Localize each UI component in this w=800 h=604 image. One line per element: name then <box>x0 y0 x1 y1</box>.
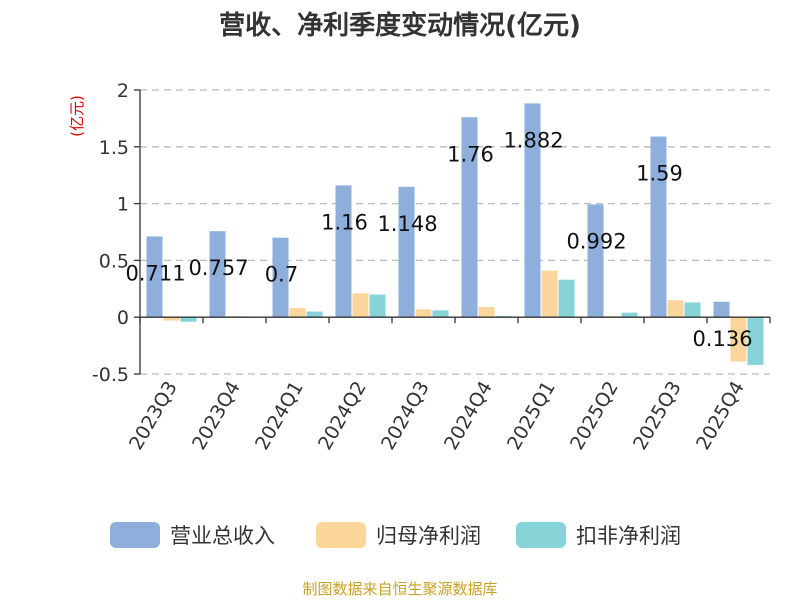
bar-1-2025Q3 <box>650 136 667 318</box>
y-tick-label: 2 <box>117 80 129 102</box>
legend-swatch <box>110 522 160 548</box>
data-label: 1.882 <box>503 128 563 152</box>
x-tick-label: 2024Q3 <box>377 378 434 454</box>
y-tick-label: 1 <box>117 194 129 216</box>
legend-label: 扣非净利润 <box>576 524 681 548</box>
legend-label: 营业总收入 <box>170 524 275 548</box>
data-label: 0.136 <box>692 327 752 351</box>
y-tick-label: 1.5 <box>99 137 129 159</box>
data-label: 0.992 <box>566 230 626 254</box>
grid-lines <box>140 89 770 375</box>
bar-3-2024Q1 <box>306 311 323 318</box>
data-label: 1.76 <box>447 142 494 166</box>
bar-3-2025Q4 <box>747 317 764 365</box>
y-tick-label: -0.5 <box>92 364 129 386</box>
bar-2-2025Q1 <box>541 270 558 318</box>
bar-2-2024Q3 <box>415 309 432 318</box>
x-tick-label: 2024Q2 <box>314 378 371 454</box>
bar-1-2025Q1 <box>524 103 541 318</box>
bar-1-2025Q4 <box>713 301 730 318</box>
bar-1-2024Q3 <box>398 186 415 318</box>
data-label: 0.7 <box>265 263 298 287</box>
data-label: 1.16 <box>321 210 368 234</box>
y-tick-label: 0 <box>117 307 129 329</box>
x-tick-label: 2024Q1 <box>251 378 308 454</box>
legend-swatch <box>316 522 366 548</box>
bar-1-2023Q4 <box>209 231 226 318</box>
bars <box>146 103 764 365</box>
x-tick-label: 2025Q2 <box>566 378 623 454</box>
bar-2-2025Q4 <box>730 317 747 362</box>
data-label: 0.711 <box>125 261 185 285</box>
x-tick-label: 2025Q4 <box>692 378 749 454</box>
bar-1-2025Q2 <box>587 204 604 318</box>
bar-2-2024Q4 <box>478 306 495 318</box>
bar-2-2024Q2 <box>352 293 369 318</box>
data-label: 1.148 <box>377 212 437 236</box>
bar-2-2023Q3 <box>163 317 180 321</box>
y-axis-unit: (亿元) <box>68 95 86 137</box>
data-labels: 0.711 0.757 0.7 1.16 1.148 1.76 1.882 0.992 1.59… <box>125 128 752 350</box>
y-tick-label: 0.5 <box>99 250 129 272</box>
legend: 营业总收入 归母净利润 扣非净利润 <box>110 522 681 548</box>
legend-label: 归母净利润 <box>376 524 481 548</box>
bar-2-2024Q1 <box>289 308 306 318</box>
bar-3-2025Q2 <box>621 312 638 318</box>
x-tick-label: 2025Q3 <box>629 378 686 454</box>
chart-title: 营收、净利季度变动情况(亿元) <box>219 10 581 41</box>
bar-1-2023Q3 <box>146 236 163 318</box>
bar-3-2023Q3 <box>180 317 197 322</box>
x-tick-label: 2023Q4 <box>188 378 245 454</box>
bar-3-2024Q2 <box>369 294 386 318</box>
bar-1-2024Q1 <box>272 237 289 318</box>
bar-3-2024Q3 <box>432 310 449 318</box>
x-tick-label: 2025Q1 <box>503 378 560 454</box>
bar-1-2024Q2 <box>335 185 352 318</box>
bar-1-2024Q4 <box>461 117 478 318</box>
bar-2-2025Q3 <box>667 300 684 318</box>
x-tick-label: 2023Q3 <box>125 378 182 454</box>
legend-swatch <box>516 522 566 548</box>
x-tick-label: 2024Q4 <box>440 378 497 454</box>
data-label: 0.757 <box>188 256 248 280</box>
bar-3-2025Q1 <box>558 279 575 318</box>
bar-3-2025Q3 <box>684 302 701 318</box>
source-note: 制图数据来自恒生聚源数据库 <box>302 580 497 598</box>
data-label: 1.59 <box>636 162 683 186</box>
